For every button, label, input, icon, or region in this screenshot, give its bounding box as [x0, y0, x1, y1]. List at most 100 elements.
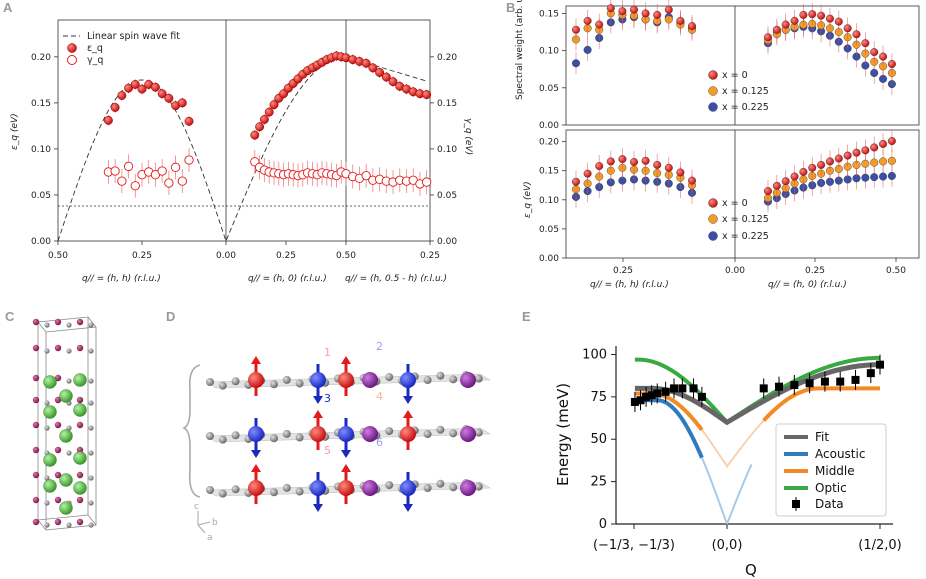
b-point — [879, 172, 888, 181]
b-point — [618, 7, 627, 16]
magnetic-ion — [248, 480, 264, 496]
ligand-atom — [231, 485, 240, 494]
ligand-atom — [423, 376, 432, 385]
y-tick-label-right: 0.15 — [437, 99, 457, 109]
panel-e-data-points — [630, 354, 884, 412]
magnetic-atom — [54, 344, 62, 352]
panel-a-y-ticks-right: 0.00 0.05 0.10 0.15 0.20 — [430, 53, 457, 247]
magnetic-ion — [460, 372, 476, 388]
panel-e-y-ticks: 0 25 50 75 100 — [582, 347, 616, 532]
b-point — [664, 163, 673, 172]
panel-a-ylabel-right: γ_q (eV) — [463, 118, 473, 155]
panel-e-ylabel: Energy (meV) — [554, 383, 572, 486]
ligand-atom — [270, 488, 278, 497]
gamma-point — [177, 176, 187, 186]
b-point — [781, 20, 790, 29]
light-atom — [44, 322, 50, 328]
spin-arrowhead — [341, 464, 351, 472]
data-point — [836, 377, 845, 386]
b-point — [641, 156, 650, 165]
magnetic-ion — [460, 480, 476, 496]
y-tick-label: 75 — [590, 390, 607, 405]
ligand-atom — [295, 379, 304, 388]
gamma-point — [117, 176, 127, 186]
epsilon-point — [137, 84, 147, 94]
epsilon-point — [375, 68, 385, 77]
magnetic-atom — [32, 471, 40, 479]
data-point — [790, 380, 799, 389]
b-point — [664, 5, 673, 14]
legend-e-acoustic: Acoustic — [815, 447, 865, 461]
b-point — [772, 25, 781, 34]
magnetic-atom — [76, 396, 84, 404]
gamma-point — [123, 161, 134, 172]
panel-b-top-y-ticks: 0.00 0.05 0.10 0.15 — [539, 9, 566, 131]
b-point — [572, 59, 581, 68]
data-point — [653, 389, 662, 398]
green-atom — [59, 429, 73, 443]
panel-label-b: B — [506, 0, 515, 15]
ligand-atom — [449, 375, 458, 384]
b-point — [861, 173, 870, 182]
panel-e-xlabel: Q — [745, 561, 757, 579]
spin-arrowhead — [313, 504, 323, 512]
y-tick-label: 0.15 — [539, 9, 559, 19]
axis-b-label: b — [212, 518, 218, 528]
legend-gamma-swatch — [67, 55, 77, 65]
magnetic-atom — [76, 496, 84, 504]
ligand-atom — [385, 373, 394, 382]
ligand-atom — [218, 489, 227, 498]
magnetic-ion — [362, 372, 378, 388]
data-point — [661, 387, 670, 396]
b-point — [852, 148, 861, 157]
panel-b-bottom-ylabel: ε_q (eV) — [523, 181, 533, 218]
magnetic-atom — [54, 318, 62, 326]
b-point — [887, 137, 896, 146]
panel-a-gamma-points — [103, 147, 432, 198]
legend-e-data: Data — [815, 497, 844, 511]
x-tick-label: 0.00 — [216, 251, 236, 261]
ligand-atom — [436, 425, 445, 434]
magnetic-atom — [54, 496, 62, 504]
ligand-atom — [449, 429, 458, 438]
epsilon-point — [381, 72, 391, 82]
panel-b-bottom-points — [572, 130, 896, 213]
light-atom — [66, 348, 72, 354]
legend-b-bot-x0125-swatch — [708, 214, 718, 224]
b-point — [595, 20, 604, 29]
magnetic-atom — [54, 471, 62, 479]
b-point — [861, 39, 870, 48]
x-tick-label: (0,0) — [712, 538, 743, 553]
panel-b-top-frame — [565, 5, 920, 126]
light-atom — [44, 500, 50, 506]
light-atom — [88, 378, 94, 384]
ligand-atom — [282, 429, 291, 438]
epsilon-point — [130, 80, 140, 89]
green-atom — [43, 375, 57, 389]
panel-b-top-legend: x = 0 x = 0.125 x = 0.225 — [708, 70, 769, 113]
b-point — [606, 4, 615, 13]
legend-b-top-x0225: x = 0.225 — [722, 102, 769, 113]
panel-a-epsilon-points — [103, 50, 432, 141]
spin-arrowhead — [403, 504, 413, 512]
epsilon-point — [177, 98, 187, 108]
y-tick-label: 0.05 — [539, 225, 559, 235]
panel-b-bottom-legend: x = 0 x = 0.125 x = 0.225 — [708, 198, 769, 242]
epsilon-point — [164, 93, 174, 103]
legend-gamma-label: γ_q — [87, 55, 103, 66]
ligand-atom — [474, 482, 483, 491]
x-tick-label: 0.50 — [886, 266, 906, 276]
b-point — [688, 22, 697, 31]
b-point — [887, 156, 896, 165]
y-tick-label: 0.10 — [539, 196, 559, 206]
panel-label-d: D — [166, 309, 175, 324]
y-tick-label-left: 0.20 — [31, 53, 51, 63]
b-point — [583, 45, 592, 54]
spin-arrowhead — [251, 464, 261, 472]
acoustic-curve-faded — [700, 457, 753, 527]
epsilon-point — [103, 115, 113, 125]
data-point — [678, 384, 687, 393]
green-atom — [59, 501, 73, 515]
spin-arrowhead — [251, 450, 261, 458]
